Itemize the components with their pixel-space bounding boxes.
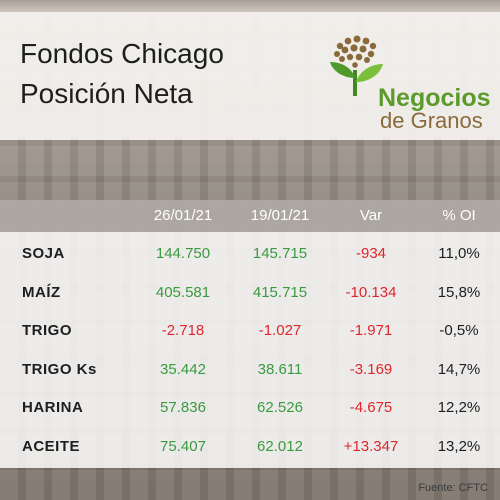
cell-date-1: -2.718: [161, 322, 205, 339]
cell-date-2: 145.715: [252, 245, 308, 262]
cell-date-1: 75.407: [160, 437, 206, 455]
row-label: SOJA: [22, 245, 65, 262]
cell-oi: 13,2%: [437, 437, 481, 455]
table-body-panel: [0, 200, 500, 468]
cell-date-2: -1.027: [258, 322, 302, 339]
cell-var: -4.675: [349, 399, 393, 416]
table-row: TRIGO -2.718 -1.027 -1.971 -0,5%: [0, 313, 500, 351]
table-row: MAÍZ 405.581 415.715 -10.134 15,8%: [0, 275, 500, 313]
header-oi: % OI: [442, 207, 476, 224]
cell-var: +13.347: [343, 437, 399, 455]
logo-name-line-1: Negocios: [378, 84, 491, 112]
header-band: [0, 12, 500, 140]
row-label: HARINA: [22, 399, 84, 416]
top-strip: [0, 0, 500, 12]
row-label: TRIGO: [22, 322, 72, 339]
row-label: MAÍZ: [22, 283, 61, 301]
cell-date-1: 144.750: [155, 245, 211, 262]
row-label: ACEITE: [22, 437, 81, 455]
table-row: SOJA 144.750 145.715 -934 11,0%: [0, 236, 500, 274]
header-var: Var: [359, 207, 383, 224]
table-row: HARINA 57.836 62.526 -4.675 12,2%: [0, 390, 500, 428]
cell-date-2: 415.715: [252, 283, 308, 301]
cell-var: -1.971: [349, 322, 393, 339]
cell-oi: 11,0%: [438, 245, 480, 262]
cell-date-1: 405.581: [155, 283, 211, 301]
cell-oi: 14,7%: [437, 360, 481, 378]
row-label: TRIGO Ks: [22, 360, 97, 378]
cell-date-1: 57.836: [160, 399, 206, 416]
cell-date-1: 35.442: [160, 360, 206, 378]
cell-date-2: 62.012: [257, 437, 303, 455]
table-header: 26/01/21 19/01/21 Var % OI: [0, 200, 500, 232]
logo-name-line-2: de Granos: [380, 108, 483, 133]
source-note: Fuente: CFTC: [418, 482, 488, 494]
header-date-1: 26/01/21: [153, 207, 213, 224]
page-title: Fondos Chicago Posición Neta: [20, 34, 224, 114]
plant-icon: [330, 35, 383, 96]
cell-oi: 15,8%: [437, 283, 481, 301]
cell-var: -3.169: [349, 360, 393, 378]
table-row: TRIGO Ks 35.442 38.611 -3.169 14,7%: [0, 352, 500, 390]
cell-date-2: 38.611: [257, 360, 303, 378]
title-line-1: Fondos Chicago: [20, 38, 224, 69]
cell-oi: 12,2%: [437, 399, 481, 416]
cell-var: -10.134: [345, 283, 397, 301]
cell-date-2: 62.526: [257, 399, 303, 416]
negocios-de-granos-logo: Negocios de Granos: [328, 32, 491, 133]
title-line-2: Posición Neta: [20, 78, 193, 109]
table-row: ACEITE 75.407 62.012 +13.347 13,2%: [0, 429, 500, 467]
cell-var: -934: [355, 245, 387, 262]
cell-oi: -0,5%: [439, 322, 479, 339]
header-date-2: 19/01/21: [250, 207, 310, 224]
